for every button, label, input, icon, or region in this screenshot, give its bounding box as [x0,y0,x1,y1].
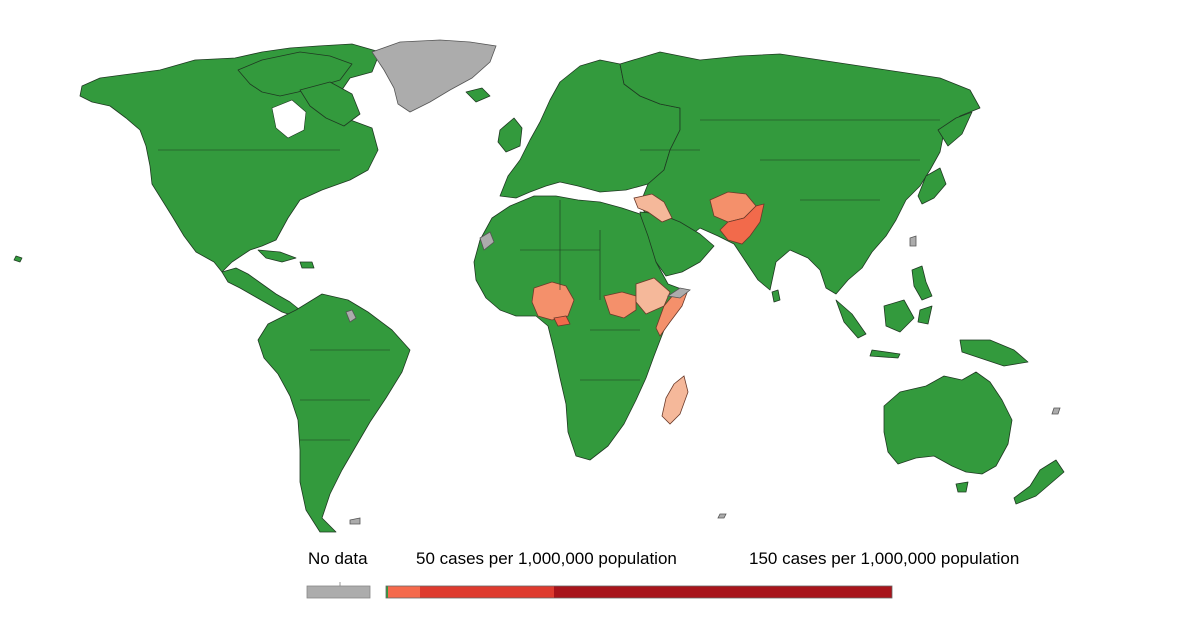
syria-iraq [633,193,673,223]
taiwan [909,235,917,247]
tasmania [955,481,969,493]
iceland [465,87,491,103]
central-america [221,267,301,317]
world-map [13,39,1065,533]
asia-borders [640,119,940,201]
legend-low-label: 50 cases per 1,000,000 population [416,549,677,568]
africa-borders [520,200,640,381]
new-guinea [959,339,1029,367]
cameroon-strip [553,315,571,327]
legend-band-1 [388,586,420,598]
cuba [257,249,297,263]
new-zealand [1013,459,1065,505]
small-island-3 [349,517,361,525]
world-map-svg [13,39,1065,533]
legend-high-label: 150 cases per 1,000,000 population [749,549,1020,568]
legend-no-data-label: No data [308,549,368,568]
french-guiana [345,309,357,323]
south-america-borders [300,349,390,441]
legend-scale-border [385,585,893,599]
uk [497,117,523,153]
hawaii [13,255,23,263]
java [869,349,901,359]
south-sudan [603,291,637,319]
somaliland [666,287,691,299]
greenland [371,39,497,113]
western-sahara [479,231,495,251]
north-america [79,43,381,273]
sumatra [835,299,867,339]
pakistan [719,203,765,245]
legend-no-data-swatch [306,585,371,599]
madagascar [661,375,689,425]
australia [883,371,1013,475]
hispaniola [299,261,315,269]
baffin-island [299,81,361,127]
legend-band-2 [420,586,554,598]
hudson-bay [271,99,307,139]
kamchatka [937,111,973,147]
japan [917,167,947,205]
south-america [257,293,411,533]
nigeria [531,281,575,321]
legend-color-scale [306,582,893,599]
borneo [883,299,915,333]
sri-lanka [771,289,781,303]
africa [473,195,685,461]
legend-zero-swatch [386,586,388,598]
small-island-1 [1051,407,1061,415]
asia [619,51,981,295]
sulawesi [917,305,933,325]
legend-band-3 [554,586,892,598]
philippines [911,265,933,301]
small-island-2 [717,513,727,519]
